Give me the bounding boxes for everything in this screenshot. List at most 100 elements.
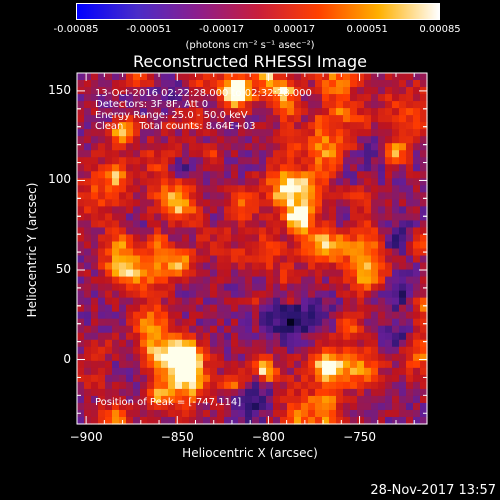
heatmap-cell: [301, 220, 309, 229]
heatmap-cell: [420, 374, 428, 383]
heatmap-cell: [77, 367, 85, 376]
heatmap-cell: [322, 374, 330, 383]
heatmap-cell: [350, 178, 358, 186]
heatmap-cell: [357, 150, 365, 158]
heatmap-cell: [343, 150, 351, 158]
heatmap-cell: [140, 290, 148, 299]
heatmap-cell: [343, 283, 351, 292]
heatmap-cell: [287, 94, 295, 102]
heatmap-cell: [119, 199, 127, 207]
heatmap-cell: [350, 192, 358, 200]
annotation-energy-range: Energy Range: 25.0 - 50.0 keV: [95, 110, 248, 121]
heatmap-cell: [196, 157, 204, 165]
heatmap-cell: [168, 80, 176, 88]
heatmap-cell: [175, 164, 183, 172]
heatmap-cell: [203, 367, 211, 376]
heatmap-cell: [273, 73, 281, 81]
heatmap-cell: [182, 269, 190, 278]
heatmap-cell: [399, 164, 407, 172]
heatmap-cell: [280, 101, 288, 109]
heatmap-cell: [287, 311, 295, 320]
heatmap-cell: [147, 276, 155, 285]
heatmap-cell: [301, 339, 309, 348]
heatmap-cell: [154, 374, 162, 383]
heatmap-cell: [336, 241, 344, 250]
heatmap-cell: [119, 136, 127, 144]
heatmap-cell: [189, 381, 197, 390]
heatmap-cell: [259, 304, 267, 313]
heatmap-cell: [399, 367, 407, 376]
heatmap-cell: [133, 227, 141, 236]
heatmap-cell: [217, 346, 225, 355]
heatmap-cell: [161, 129, 169, 137]
heatmap-cell: [154, 234, 162, 243]
heatmap-cell: [420, 360, 428, 369]
heatmap-cell: [280, 241, 288, 250]
heatmap-cell: [126, 262, 134, 271]
heatmap-cell: [154, 402, 162, 411]
heatmap-cell: [399, 80, 407, 88]
heatmap-cell: [413, 346, 421, 355]
heatmap-cell: [203, 213, 211, 222]
heatmap-cell: [413, 269, 421, 278]
heatmap-cell: [168, 136, 176, 144]
heatmap-cell: [336, 227, 344, 236]
colorbar-tick-label: 0.00051: [346, 24, 388, 35]
heatmap-cell: [301, 87, 309, 95]
heatmap-cell: [308, 101, 316, 109]
heatmap-cell: [287, 388, 295, 397]
heatmap-cell: [238, 129, 246, 137]
heatmap-cell: [189, 108, 197, 116]
heatmap-cell: [399, 101, 407, 109]
heatmap-cell: [126, 108, 134, 116]
heatmap-cell: [364, 164, 372, 172]
heatmap-cell: [406, 87, 414, 95]
heatmap-cell: [147, 360, 155, 369]
heatmap-cell: [378, 409, 386, 418]
heatmap-cell: [287, 164, 295, 172]
heatmap-cell: [273, 157, 281, 165]
heatmap-cell: [238, 73, 246, 81]
heatmap-cell: [343, 199, 351, 207]
heatmap-cell: [133, 101, 141, 109]
heatmap-cell: [357, 304, 365, 313]
heatmap-cell: [84, 213, 92, 222]
heatmap-cell: [147, 241, 155, 250]
heatmap-cell: [84, 374, 92, 383]
heatmap-cell: [224, 248, 232, 257]
heatmap-cell: [259, 192, 267, 200]
heatmap-cell: [231, 360, 239, 369]
heatmap-cell: [378, 255, 386, 264]
heatmap-cell: [357, 241, 365, 250]
heatmap-cell: [406, 227, 414, 236]
heatmap-cell: [413, 80, 421, 88]
heatmap-cell: [364, 353, 372, 362]
heatmap-cell: [350, 234, 358, 243]
heatmap-cell: [105, 248, 113, 257]
heatmap-cell: [364, 297, 372, 306]
heatmap-cell: [399, 157, 407, 165]
heatmap-cell: [266, 304, 274, 313]
heatmap-cell: [287, 409, 295, 418]
heatmap-cell: [287, 101, 295, 109]
heatmap-cell: [294, 353, 302, 362]
heatmap-cell: [210, 122, 218, 130]
heatmap-cell: [147, 234, 155, 243]
heatmap-cell: [224, 297, 232, 306]
heatmap-cell: [189, 136, 197, 144]
heatmap-cell: [238, 227, 246, 236]
heatmap-cell: [133, 374, 141, 383]
heatmap-cell: [217, 220, 225, 229]
heatmap-cell: [280, 290, 288, 299]
heatmap-cell: [294, 297, 302, 306]
heatmap-cell: [77, 416, 85, 425]
heatmap-cell: [210, 346, 218, 355]
heatmap-cell: [133, 311, 141, 320]
heatmap-cell: [287, 206, 295, 214]
heatmap-cell: [364, 234, 372, 243]
heatmap-cell: [399, 402, 407, 411]
heatmap-cell: [371, 178, 379, 186]
heatmap-cell: [182, 360, 190, 369]
heatmap-cell: [105, 374, 113, 383]
heatmap-cell: [126, 367, 134, 376]
